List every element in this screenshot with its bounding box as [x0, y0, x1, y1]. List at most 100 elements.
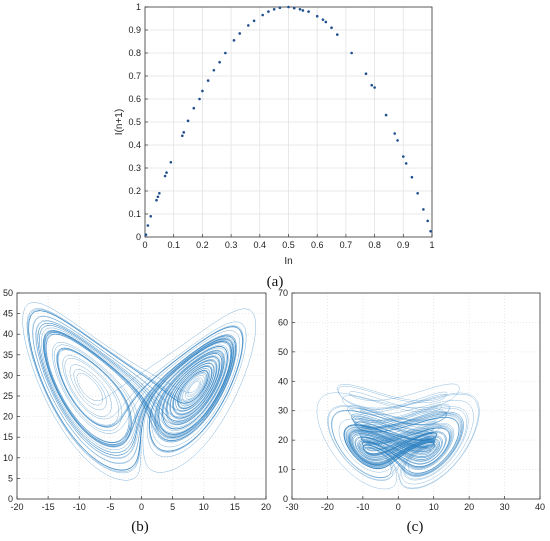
data-point [212, 68, 216, 72]
x-tick-label: 0.6 [311, 240, 324, 250]
data-point [278, 6, 282, 9]
x-tick-label: -10 [356, 502, 369, 512]
x-tick-label: 0.1 [167, 240, 180, 250]
y-tick-label: 1 [136, 2, 141, 12]
data-point [218, 60, 221, 64]
y-tick-label: 0.1 [128, 209, 141, 219]
x-tick-label: 15 [230, 502, 240, 512]
x-tick-label: 10 [199, 502, 209, 512]
x-tick-label: 10 [429, 502, 439, 512]
x-tick-label: 0 [396, 502, 401, 512]
data-point [301, 9, 305, 12]
data-point [272, 8, 276, 11]
data-point [393, 132, 396, 135]
panel-label-a: (a) [267, 274, 284, 290]
data-point [396, 139, 399, 142]
data-point [198, 97, 201, 101]
data-point [156, 195, 160, 199]
x-axis-label: In [284, 256, 292, 267]
y-tick-label: 50 [278, 347, 288, 357]
x-tick-label: 0.9 [397, 240, 410, 250]
data-point [192, 106, 196, 110]
x-tick-label: -5 [106, 502, 114, 512]
y-axis-label: I(n+1) [114, 109, 125, 135]
panel-label-b: (b) [131, 519, 149, 535]
data-point [163, 174, 167, 178]
x-tick-label: 5 [170, 502, 175, 512]
x-tick-label: 0.2 [196, 240, 209, 250]
data-point [267, 10, 270, 13]
y-tick-label: 0.2 [128, 186, 141, 196]
x-tick-label: -30 [285, 502, 298, 512]
x-tick-label: 0 [139, 502, 144, 512]
data-point [335, 33, 339, 36]
x-tick-label: 0.5 [282, 240, 295, 250]
y-tick-label: 70 [278, 288, 288, 298]
y-tick-label: 45 [3, 309, 13, 319]
data-point [261, 13, 264, 17]
data-point [330, 26, 333, 30]
y-tick-label: 10 [278, 465, 288, 475]
x-tick-label: -20 [321, 502, 334, 512]
y-tick-label: 30 [3, 370, 13, 380]
x-tick-label: 0.8 [368, 240, 381, 250]
data-point [206, 79, 210, 82]
x-tick-label: 0.3 [225, 240, 238, 250]
plot-frame [291, 292, 541, 500]
data-point [321, 18, 325, 21]
y-tick-label: 0 [136, 232, 141, 242]
series-trajectory [22, 302, 256, 481]
y-tick-label: 0.5 [128, 117, 141, 127]
data-point [181, 134, 184, 138]
data-point [146, 224, 150, 227]
data-point [232, 39, 236, 42]
data-point [252, 19, 256, 23]
y-tick-label: 10 [3, 453, 13, 463]
data-point [370, 83, 374, 87]
x-tick-label: -20 [10, 502, 23, 512]
data-point [292, 6, 296, 10]
data-point [373, 86, 376, 89]
chart-panel-c: -30 -20 -10 0 10 20 30 40 0 10 20 30 40 50 60 70 [278, 288, 545, 512]
y-tick-label: 0.4 [128, 140, 141, 150]
y-tick-label: 0.9 [128, 25, 141, 35]
data-point [315, 14, 319, 18]
data-point [298, 8, 302, 11]
y-tick-label: 20 [278, 435, 288, 445]
data-point [238, 32, 242, 35]
data-point [186, 119, 190, 123]
y-tick-label: 0.6 [128, 94, 141, 104]
y-tick-label: 40 [278, 376, 288, 386]
y-tick-label: 0 [8, 494, 13, 504]
x-tick-label: 0 [142, 240, 147, 250]
data-point [426, 219, 429, 223]
y-tick-label: 0.7 [128, 71, 141, 81]
data-point [422, 208, 425, 211]
y-tick-label: 15 [3, 432, 13, 442]
data-point [201, 89, 204, 93]
data-point [287, 5, 290, 9]
data-point [416, 192, 419, 195]
x-tick-label: 20 [464, 502, 474, 512]
y-tick-label: 25 [3, 391, 13, 401]
data-point [404, 162, 408, 165]
series-trajectory [316, 383, 480, 490]
data-point [429, 229, 432, 233]
x-tick-label: -15 [42, 502, 55, 512]
data-point [165, 171, 168, 174]
x-tick-label: 20 [261, 502, 271, 512]
data-point [247, 24, 250, 27]
data-point [402, 155, 405, 158]
y-tick-label: 35 [3, 350, 13, 360]
data-point [144, 233, 148, 236]
x-tick-label: 0.4 [254, 240, 267, 250]
data-point [350, 51, 353, 55]
y-tick-label: 20 [3, 412, 13, 422]
data-point [384, 113, 388, 117]
data-point [324, 20, 328, 24]
y-tick-label: 60 [278, 317, 288, 327]
x-tick-label: 30 [500, 502, 510, 512]
data-point [307, 10, 310, 13]
y-tick-label: 30 [278, 406, 288, 416]
